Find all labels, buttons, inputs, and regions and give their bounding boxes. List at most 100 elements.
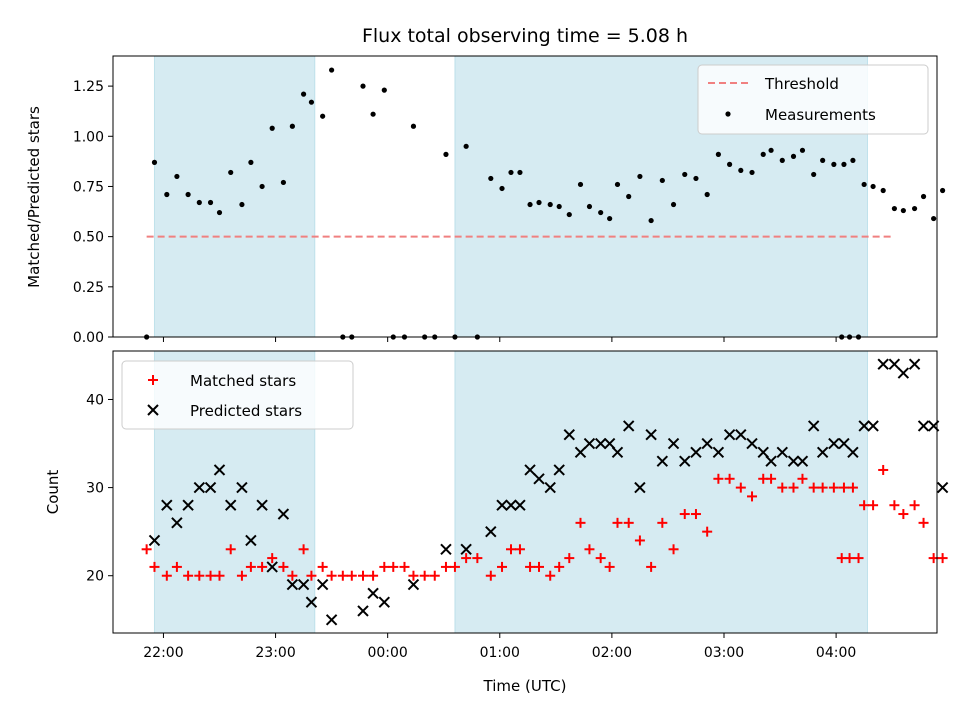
predicted-star-marker [407,578,420,591]
measurement-point [556,203,562,210]
marker-stroke [544,481,556,494]
marker-stroke [440,543,452,555]
marker-stroke [460,543,472,555]
predicted-star-marker [765,455,777,467]
matched-star-marker [485,570,496,581]
matched-star-marker [419,570,430,581]
matched-star-marker [225,544,236,555]
measurement-point [760,151,766,157]
top-legend-box [697,64,929,135]
marker-stroke [712,446,725,459]
marker-stroke [858,420,870,432]
x-tick-label: 02:00 [592,645,632,661]
marker-stroke [378,596,391,608]
matched-star-marker [337,570,348,581]
bottom-y-axis-label: Count [44,470,62,515]
measurement-point [360,83,366,89]
matched-star-marker [298,544,309,555]
matched-star-marker [429,570,440,581]
chart-title: Flux total observing time = 5.08 h [362,25,688,47]
measurement-point [577,181,584,188]
measurement-point [586,203,593,210]
matched-star-marker [777,482,788,493]
matched-star-marker [584,544,595,555]
matched-star-marker [141,544,152,555]
matched-star-marker [554,561,565,572]
measurement-point [151,159,158,165]
matched-star-marker [747,491,758,502]
marker-stroke [908,358,921,370]
legend-measurements-swatch [725,111,731,117]
measurement-point [370,111,376,117]
marker-stroke [225,499,237,511]
predicted-star-marker [325,614,338,626]
marker-stroke [757,446,769,459]
measurement-point [239,201,245,208]
predicted-star-marker [505,499,517,511]
predicted-star-marker [867,420,879,432]
marker-stroke [514,499,526,511]
predicted-star-marker [917,420,930,432]
predicted-star-marker [213,464,226,476]
marker-stroke [690,446,702,459]
matched-star-marker [853,553,864,564]
predicted-star-marker [266,561,278,573]
predicted-star-marker [496,499,508,511]
matched-star-marker [797,473,808,484]
predicted-star-marker [594,437,607,450]
y-tick-label: 0.00 [73,330,104,346]
measurement-point [216,209,223,216]
marker-stroke [847,446,859,459]
measurement-point [768,147,774,153]
legend-predicted-swatch [147,404,159,416]
measurement-point [164,191,170,198]
shaded-interval [454,350,868,634]
measurement-point [749,169,755,176]
matched-star-marker [534,561,545,572]
marker-stroke [213,464,226,476]
predicted-star-marker [816,446,829,459]
measurement-point [259,183,265,190]
marker-stroke [936,481,949,494]
matched-star-marker [564,553,575,564]
legend-predicted-label: Predicted stars [190,402,302,420]
predicted-star-marker [847,446,859,459]
measurement-point [931,215,937,222]
measurement-point [715,151,721,157]
marker-stroke [505,499,517,511]
y-tick-label: 0.75 [73,179,104,195]
marker-stroke [796,455,809,467]
predicted-star-marker [908,358,921,370]
predicted-star-marker [305,596,318,608]
matched-star-marker [668,544,679,555]
marker-stroke [787,455,800,467]
predicted-star-marker [877,358,889,370]
predicted-star-marker [533,473,545,485]
measurement-point [443,151,449,157]
predicted-star-marker [622,420,635,432]
matched-star-marker [817,482,828,493]
predicted-star-marker [679,455,691,467]
marker-stroke [594,437,607,450]
matched-star-marker [735,482,746,493]
marker-stroke [182,499,194,511]
predicted-star-marker [667,437,680,450]
marker-stroke [634,481,646,494]
predicted-star-marker [723,429,736,441]
matched-star-marker [472,553,483,564]
matched-star-marker [408,570,419,581]
measurement-point [779,157,785,163]
measurement-point [300,91,307,97]
predicted-star-marker [746,437,758,450]
predicted-star-marker [161,499,173,511]
matched-star-marker [604,561,615,572]
marker-stroke [888,358,901,370]
predicted-star-marker [236,481,248,494]
marker-stroke [765,455,777,467]
matched-star-marker [236,570,247,581]
matched-star-marker [724,473,735,484]
marker-stroke [807,420,820,432]
marker-stroke [645,429,657,441]
measurement-point [940,187,946,194]
marker-stroke [256,499,268,511]
